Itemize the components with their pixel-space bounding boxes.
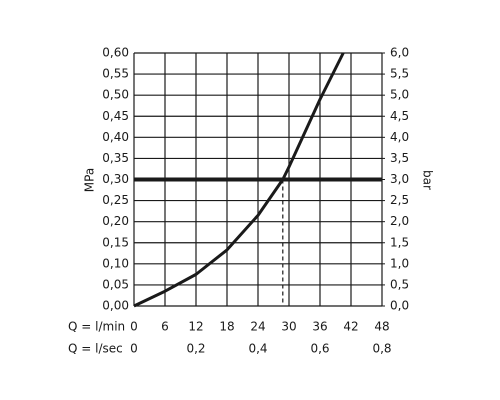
y2-tick-label: 2,0: [390, 214, 409, 228]
y-tick-label: 0,50: [102, 88, 129, 102]
y2-tick-label: 3,0: [390, 172, 409, 186]
x-tick-label: 6: [161, 320, 169, 334]
x-tick-label: 0: [130, 320, 138, 334]
y2-tick-label: 5,0: [390, 88, 409, 102]
y-tick-label: 0,00: [102, 299, 129, 313]
data-line: [133, 52, 345, 308]
y2-tick-label: 0,5: [390, 277, 409, 291]
y2-axis-label: bar: [421, 170, 435, 190]
x-tick-label: 12: [188, 320, 203, 334]
y-tick-label: 0,60: [102, 46, 129, 60]
x-tick-label: 24: [250, 320, 265, 334]
x-tick-label: 36: [312, 320, 327, 334]
y-tick-label: 0,40: [102, 130, 129, 144]
x2-tick-label: 0,4: [248, 342, 267, 356]
y-tick-label: 0,45: [102, 109, 129, 123]
y-tick-label: 0,35: [102, 151, 129, 165]
x2-tick-label: 0,6: [310, 342, 329, 356]
x-axis-label: Q = l/min: [68, 320, 125, 334]
y-tick-label: 0,25: [102, 193, 129, 207]
y-tick-label: 0,55: [102, 67, 129, 81]
y2-tick-label: 4,5: [390, 109, 409, 123]
y-tick-label: 0,30: [102, 172, 129, 186]
x2-axis-label: Q = l/sec: [68, 342, 123, 356]
y2-tick-label: 3,5: [390, 151, 409, 165]
x-tick-label: 42: [343, 320, 358, 334]
y-tick-label: 0,10: [102, 256, 129, 270]
y-tick-label: 0,15: [102, 235, 129, 249]
x2-tick-label: 0,2: [186, 342, 205, 356]
x-tick-label: 48: [374, 320, 389, 334]
y2-tick-label: 0,0: [390, 299, 409, 313]
y-tick-label: 0,20: [102, 214, 129, 228]
y2-tick-label: 4,0: [390, 130, 409, 144]
y2-tick-label: 5,5: [390, 67, 409, 81]
y2-tick-label: 1,5: [390, 235, 409, 249]
x2-tick-label: 0: [130, 342, 138, 356]
y2-tick-label: 1,0: [390, 256, 409, 270]
y2-tick-label: 6,0: [390, 46, 409, 60]
y-axis-label: MPa: [83, 168, 97, 192]
x2-tick-label: 0,8: [372, 342, 391, 356]
x-tick-label: 18: [219, 320, 234, 334]
x-tick-label: 30: [281, 320, 296, 334]
y2-tick-label: 2,5: [390, 193, 409, 207]
y-tick-label: 0,05: [102, 277, 129, 291]
